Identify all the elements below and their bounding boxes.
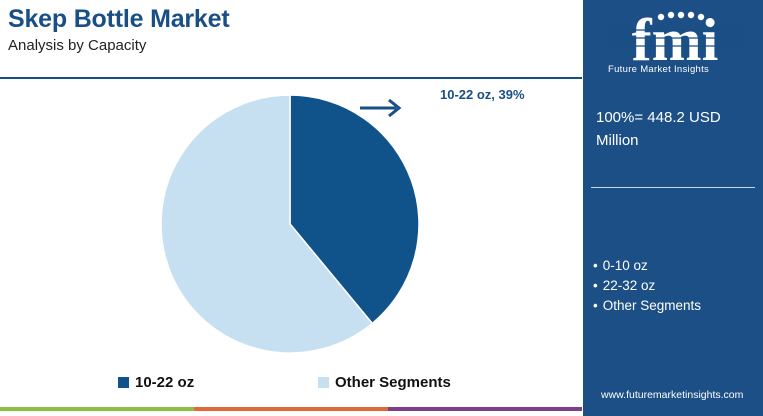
legend-label-10-22-oz: 10-22 oz [135, 374, 195, 391]
footer-color-bar [0, 407, 582, 411]
slice-label-10-22-oz: 10-22 oz, 39% [440, 87, 525, 102]
page-subtitle: Analysis by Capacity [8, 37, 147, 54]
side-panel: fmi Future Market Insights 100%= 448.2 U… [583, 0, 763, 416]
page-title: Skep Bottle Market [8, 5, 230, 33]
footer-bar-green [0, 407, 194, 411]
legend-item-other-segments: Other Segments [318, 374, 451, 391]
legend-label-other-segments: Other Segments [335, 374, 451, 391]
legend-swatch-10-22-oz [118, 377, 129, 388]
segment-item: 0-10 oz [593, 256, 701, 276]
other-segments-list: 0-10 oz 22-32 oz Other Segments [593, 256, 701, 316]
panel-divider [591, 187, 755, 188]
market-total: 100%= 448.2 USD Million [596, 109, 721, 149]
segment-item: Other Segments [593, 296, 701, 316]
arrow-right-icon [360, 98, 402, 118]
pie-chart [160, 94, 420, 354]
pie-slice-other-segments [160, 94, 374, 354]
fmi-logo-text: fmi [632, 8, 719, 73]
legend-item-10-22-oz: 10-22 oz [118, 374, 194, 391]
segment-item: 22-32 oz [593, 276, 701, 296]
footer-bar-purple [388, 407, 582, 411]
legend-swatch-other-segments [318, 377, 329, 388]
fmi-logo: fmi [605, 8, 745, 73]
website-url: www.futuremarketinsights.com [601, 389, 744, 401]
logo-caption: Future Market Insights [608, 64, 710, 75]
footer-bar-orange [194, 407, 388, 411]
header-divider [0, 77, 582, 79]
pie-slice-10-22-oz [289, 94, 420, 325]
